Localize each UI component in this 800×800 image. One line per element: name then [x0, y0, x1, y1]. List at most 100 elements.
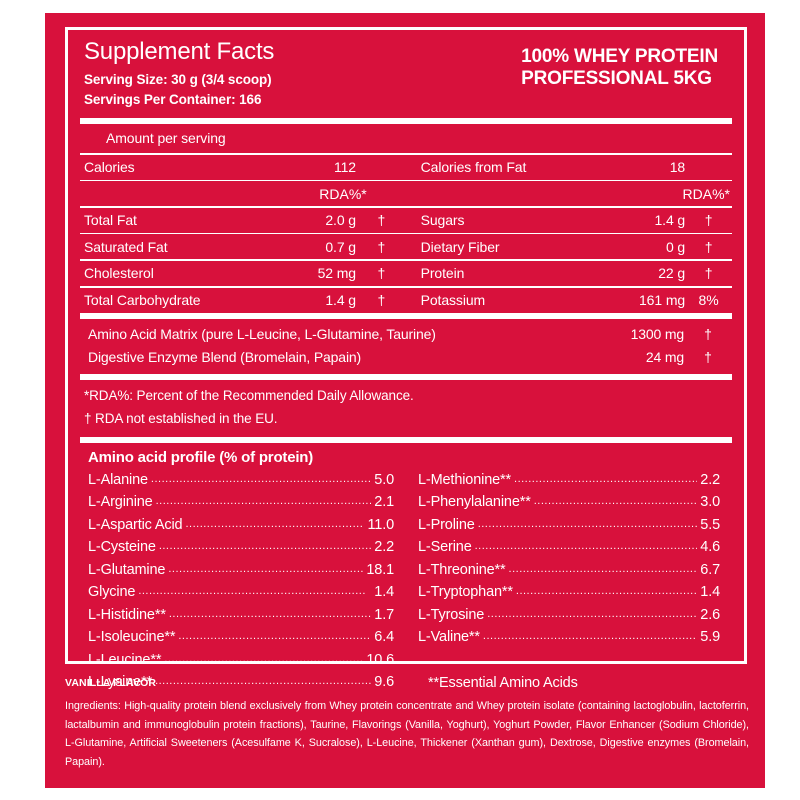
rda-note: *RDA%: Percent of the Recommended Daily …	[84, 387, 414, 403]
amino-acid-value: 2.1	[374, 494, 394, 511]
supplement-facts-frame: Supplement Facts Serving Size: 30 g (3/4…	[65, 27, 747, 691]
amino-acid-name: L-Lysine**	[88, 674, 153, 691]
amino-acid-columns: L-Alanine...............................…	[80, 469, 732, 694]
list-item: L-Serine................................…	[418, 536, 720, 558]
table-header-rda: RDA%* RDA%*	[80, 181, 732, 206]
servings-per-container-text: Servings Per Container: 166	[84, 91, 262, 107]
amino-acid-value: 10.6	[366, 651, 394, 668]
amino-acid-value: 2.2	[374, 539, 394, 556]
nutrient-value-left: 2.0 g	[325, 212, 356, 229]
leader-dots: ........................................…	[150, 472, 372, 485]
amino-acid-value: 6.7	[700, 561, 720, 578]
nutrient-value-left: 1.4 g	[325, 292, 356, 309]
leader-dots: ........................................…	[155, 495, 372, 508]
header-right-block: 100% WHEY PROTEIN PROFESSIONAL 5KG	[521, 39, 728, 91]
amino-acid-value: 6.4	[374, 629, 394, 646]
amino-acid-name: L-Leucine**	[88, 651, 162, 668]
leader-dots: ........................................…	[155, 675, 372, 688]
serving-size-text: Serving Size: 30 g (3/4 scoop)	[84, 72, 272, 88]
amino-acid-name: L-Tyrosine	[418, 606, 485, 623]
amino-acid-column-left: L-Alanine...............................…	[88, 469, 408, 694]
blend-row: Amino Acid Matrix (pure L-Leucine, L-Glu…	[80, 323, 732, 346]
flavor-label: VANILLA FLAVOR	[65, 677, 157, 689]
list-item: L-Threonine**...........................…	[418, 559, 720, 581]
nutrient-rda-right: †	[704, 212, 713, 229]
table-row: Saturated Fat 0.7 g † Dietary Fiber 0 g …	[80, 234, 732, 259]
nutrient-value-left: 52 mg	[317, 265, 357, 282]
calories-from-fat-value: 18	[669, 159, 686, 176]
nutrient-rda-right: †	[704, 265, 713, 282]
calories-value: 112	[333, 159, 356, 176]
leader-dots: ........................................…	[474, 540, 698, 553]
table-row-calories: Calories 112 Calories from Fat 18	[80, 155, 732, 180]
list-item: L-Tryptophan**..........................…	[418, 581, 720, 603]
amino-acid-value: 4.6	[700, 539, 720, 556]
amino-acid-name: L-Histidine**	[88, 606, 166, 623]
amino-acid-value: 2.6	[700, 606, 720, 623]
leader-dots: ........................................…	[164, 652, 364, 665]
rda-header-left: RDA%*	[319, 185, 367, 202]
nutrient-name-left: Saturated Fat	[84, 238, 168, 255]
divider-row-2	[80, 259, 732, 261]
amino-acid-name: L-Glutamine	[88, 561, 166, 578]
nutrient-value-right: 161 mg	[639, 292, 686, 309]
label-header: Supplement Facts Serving Size: 30 g (3/4…	[80, 30, 732, 118]
list-item: L-Alanine...............................…	[88, 469, 394, 491]
amino-acid-value: 5.9	[700, 629, 720, 646]
amino-acid-column-right: L-Methionine**..........................…	[408, 469, 728, 694]
amino-acid-name: L-Tryptophan**	[418, 584, 513, 601]
amino-acid-value: 11.0	[367, 516, 394, 533]
blend-rda: †	[704, 349, 712, 366]
nutrient-name-left: Total Fat	[84, 212, 137, 229]
divider-thick-blends	[80, 312, 732, 319]
list-item: L-Tyrosine..............................…	[418, 604, 720, 626]
nutrient-value-right: 1.4 g	[654, 212, 686, 229]
amino-acid-value: 3.0	[700, 494, 720, 511]
list-item: L-Isoleucine**..........................…	[88, 626, 394, 648]
list-item: L-Leucine**.............................…	[88, 649, 394, 671]
amino-acid-name: L-Alanine	[88, 471, 148, 488]
dagger-note: † RDA not established in the EU.	[84, 411, 278, 427]
nutrient-rda-left: †	[377, 238, 386, 255]
nutrient-name-left: Total Carbohydrate	[84, 292, 201, 309]
list-item: L-Arginine..............................…	[88, 491, 394, 513]
divider-thick-notes	[80, 373, 732, 380]
leader-dots: ........................................…	[482, 630, 698, 643]
calories-from-fat-label: Calories from Fat	[420, 159, 527, 176]
product-name: 100% WHEY PROTEIN PROFESSIONAL 5KG	[521, 46, 718, 90]
nutrient-value-right: 0 g	[665, 238, 686, 255]
amino-acid-value: 5.5	[700, 516, 720, 533]
leader-dots: ........................................…	[514, 472, 697, 485]
divider-thick-top	[80, 118, 732, 124]
list-item: L-Glutamine.............................…	[88, 559, 394, 581]
nutrient-name-right: Potassium	[420, 292, 486, 309]
amino-acid-name: L-Isoleucine**	[88, 629, 176, 646]
list-item: L-Histidine**...........................…	[88, 604, 394, 626]
leader-dots: ........................................…	[533, 495, 698, 508]
amino-acid-value: 1.7	[374, 606, 394, 623]
amino-acid-name: L-Valine**	[418, 629, 480, 646]
divider-row-0	[80, 206, 732, 208]
blend-rda: †	[704, 326, 712, 343]
nutrient-rda-left: †	[377, 292, 386, 309]
leader-dots: ........................................…	[477, 517, 698, 530]
nutrient-rda-left: †	[377, 212, 386, 229]
leader-dots: ........................................…	[178, 630, 371, 643]
amino-acid-name: L-Threonine**	[418, 561, 506, 578]
amount-per-serving-label: Amount per serving	[106, 130, 226, 146]
ingredients-text: Ingredients: High-quality protein blend …	[65, 700, 749, 768]
blend-row: Digestive Enzyme Blend (Bromelain, Papai…	[80, 346, 732, 369]
leader-dots: ........................................…	[515, 585, 698, 598]
nutrient-rda-left: †	[377, 265, 386, 282]
list-item: Glycine.................................…	[88, 581, 394, 603]
nutrient-name-right: Sugars	[420, 212, 465, 229]
essential-amino-acids-footnote: **Essential Amino Acids	[428, 674, 578, 691]
list-item: L-Proline...............................…	[418, 514, 720, 536]
nutrient-rda-right: 8%	[698, 292, 719, 309]
leader-dots: ........................................…	[168, 562, 363, 575]
nutrient-name-right: Dietary Fiber	[420, 238, 500, 255]
amino-acid-name: L-Proline	[418, 516, 475, 533]
divider-above-rda-header	[80, 179, 732, 182]
amino-acid-value: 18.1	[366, 561, 394, 578]
divider-thick-amino	[80, 436, 732, 443]
